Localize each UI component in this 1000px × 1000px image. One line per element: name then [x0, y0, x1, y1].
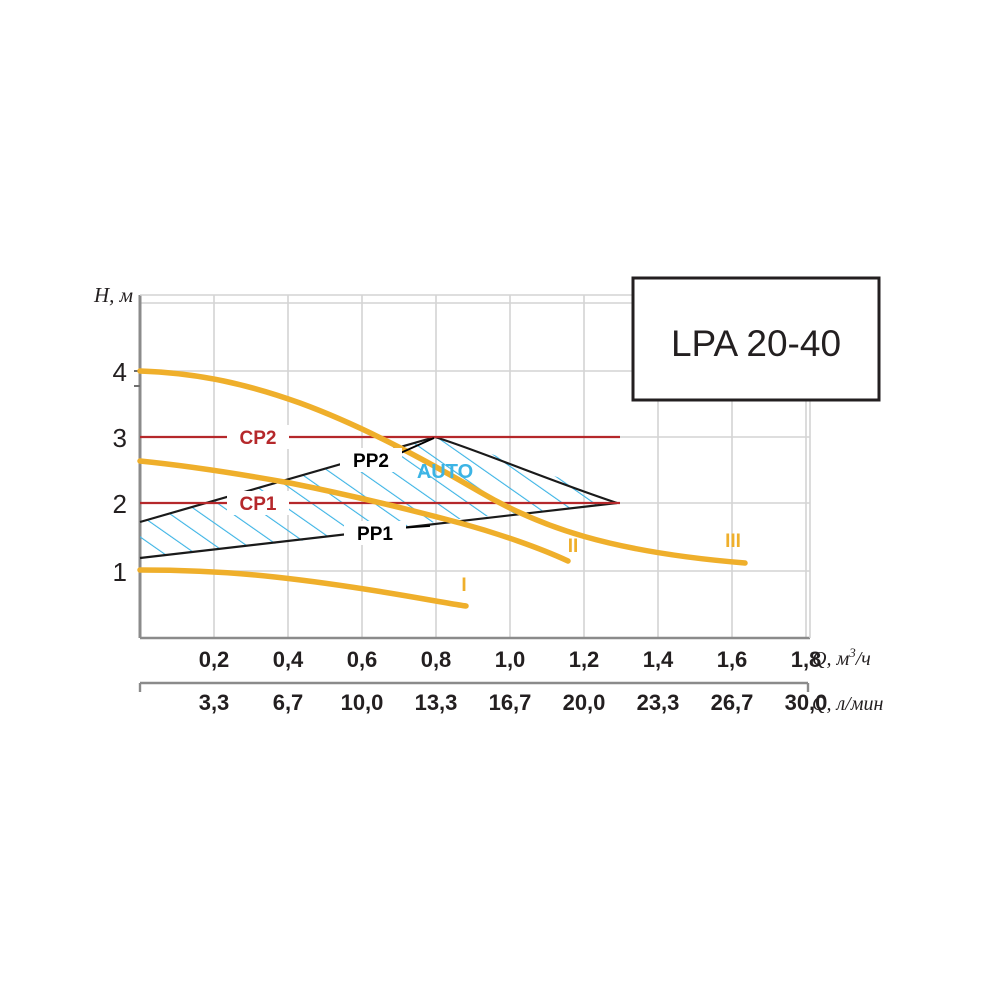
y-tick-2: 2	[113, 489, 127, 519]
x-tick-2: 0,6	[347, 647, 378, 672]
speed-label-ii: II	[568, 536, 579, 557]
x-axis-caption-secondary: Q, л/мин	[812, 693, 883, 715]
y-tick-1: 1	[113, 557, 127, 587]
auto-region-upper-right-boundary	[434, 435, 618, 505]
x-tick-sec-3: 13,3	[415, 690, 458, 715]
speed-curves: I II III	[137, 368, 748, 609]
y-tick-4: 4	[113, 357, 127, 387]
x-tick-1: 0,4	[273, 647, 304, 672]
x-tick-sec-0: 3,3	[199, 690, 230, 715]
x-tick-sec-2: 10,0	[341, 690, 384, 715]
y-axis-tick-labels: 4 3 2 1	[113, 357, 127, 587]
x-tick-7: 1,6	[717, 647, 748, 672]
x-tick-6: 1,4	[643, 647, 674, 672]
x-tick-sec-4: 16,7	[489, 690, 532, 715]
model-title-box: LPA 20-40	[631, 276, 881, 402]
y-tick-3: 3	[113, 423, 127, 453]
y-axis-caption: H, м	[93, 283, 133, 307]
model-title-box-border	[631, 276, 881, 402]
cp2-label: CP2	[240, 428, 277, 449]
pp2-leader-line	[395, 437, 435, 456]
pp1-label-backing	[344, 521, 406, 545]
pp2-label: PP2	[353, 451, 389, 472]
x-tick-4: 1,0	[495, 647, 526, 672]
x-tick-0: 0,2	[199, 647, 230, 672]
x-axis-caption-primary: Q, м3/ч	[812, 645, 871, 670]
speed-label-iii: III	[725, 531, 741, 552]
auto-region-label: AUTO	[417, 461, 473, 483]
x-tick-sec-1: 6,7	[273, 690, 304, 715]
pp2-label-backing	[340, 448, 402, 472]
x-axis-primary: 0,2 0,4 0,6 0,8 1,0 1,2 1,4 1,6 1,8 Q, м…	[199, 645, 871, 672]
x-axis-secondary: 3,3 6,7 10,0 13,3 16,7 20,0 23,3 26,7 30…	[138, 681, 883, 715]
speed-label-i: I	[461, 575, 466, 596]
model-title-text: LPA 20-40	[671, 323, 841, 364]
x-tick-sec-8: 30,0	[785, 690, 828, 715]
x-tick-sec-5: 20,0	[563, 690, 606, 715]
cp1-label-backing	[227, 491, 289, 515]
auto-operating-region	[139, 435, 618, 560]
x-tick-sec-6: 23,3	[637, 690, 680, 715]
cp1-label: CP1	[240, 494, 277, 515]
x-tick-5: 1,2	[569, 647, 600, 672]
speed-curve-ii	[137, 458, 571, 564]
x-tick-8: 1,8	[791, 647, 822, 672]
pp1-label: PP1	[357, 524, 393, 545]
speed-curve-i	[137, 567, 469, 609]
proportional-pressure-labels: PP2 PP1 AUTO	[340, 437, 473, 545]
x-tick-sec-7: 26,7	[711, 690, 754, 715]
x-tick-3: 0,8	[421, 647, 452, 672]
cp2-label-backing	[227, 425, 289, 449]
speed-curve-iii	[137, 368, 748, 566]
